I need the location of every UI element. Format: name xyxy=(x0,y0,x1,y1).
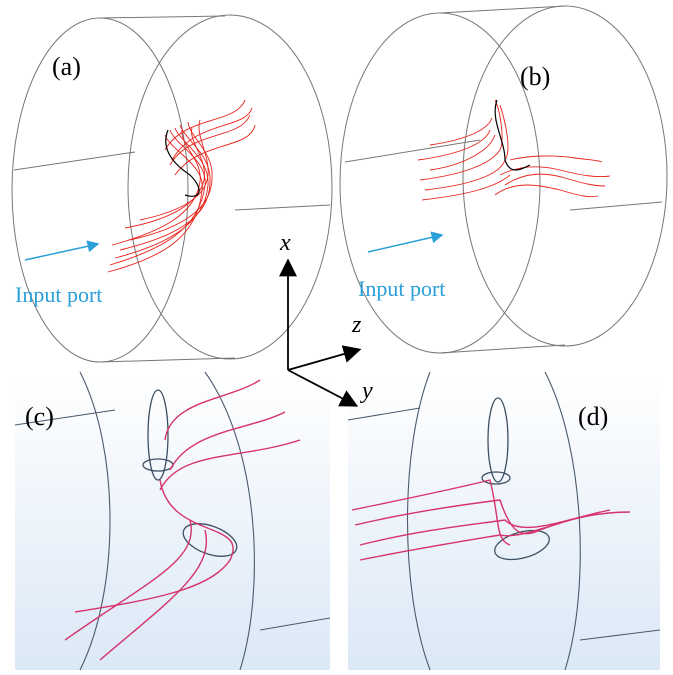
panel-b: (b) Input port xyxy=(340,6,667,353)
panel-background xyxy=(348,372,660,670)
figure: (a) Input port (b) Input port xyxy=(0,0,673,675)
panel-d: (d) xyxy=(348,372,660,670)
arrow xyxy=(25,244,98,260)
field-lines xyxy=(418,100,610,200)
panel-label: (b) xyxy=(520,62,550,91)
cylinder-edge xyxy=(100,358,235,362)
panel-label: (d) xyxy=(578,402,608,431)
cylinder-line xyxy=(570,202,662,210)
cylinder-back xyxy=(340,13,540,353)
annotation: Input port xyxy=(358,276,445,301)
annotation: Input port xyxy=(15,282,102,307)
panel-background xyxy=(15,372,330,670)
cylinder-line xyxy=(235,205,330,210)
cylinder-front xyxy=(463,6,667,346)
z-axis xyxy=(288,350,358,370)
cylinder-back xyxy=(12,18,188,362)
cylinder-edge xyxy=(440,345,565,353)
panel-label: (c) xyxy=(25,402,54,431)
panel-label: (a) xyxy=(52,52,81,81)
panel-c: (c) xyxy=(15,372,330,670)
cylinder-line xyxy=(14,152,135,170)
cylinder-edge xyxy=(440,6,565,13)
panel-a: (a) Input port xyxy=(12,15,332,362)
axis-label: z xyxy=(351,312,362,338)
axis-label: y xyxy=(360,378,373,404)
cylinder-edge xyxy=(100,16,225,18)
axis-label: x xyxy=(279,230,291,256)
cylinder-front xyxy=(128,15,332,359)
arrow xyxy=(368,235,442,252)
